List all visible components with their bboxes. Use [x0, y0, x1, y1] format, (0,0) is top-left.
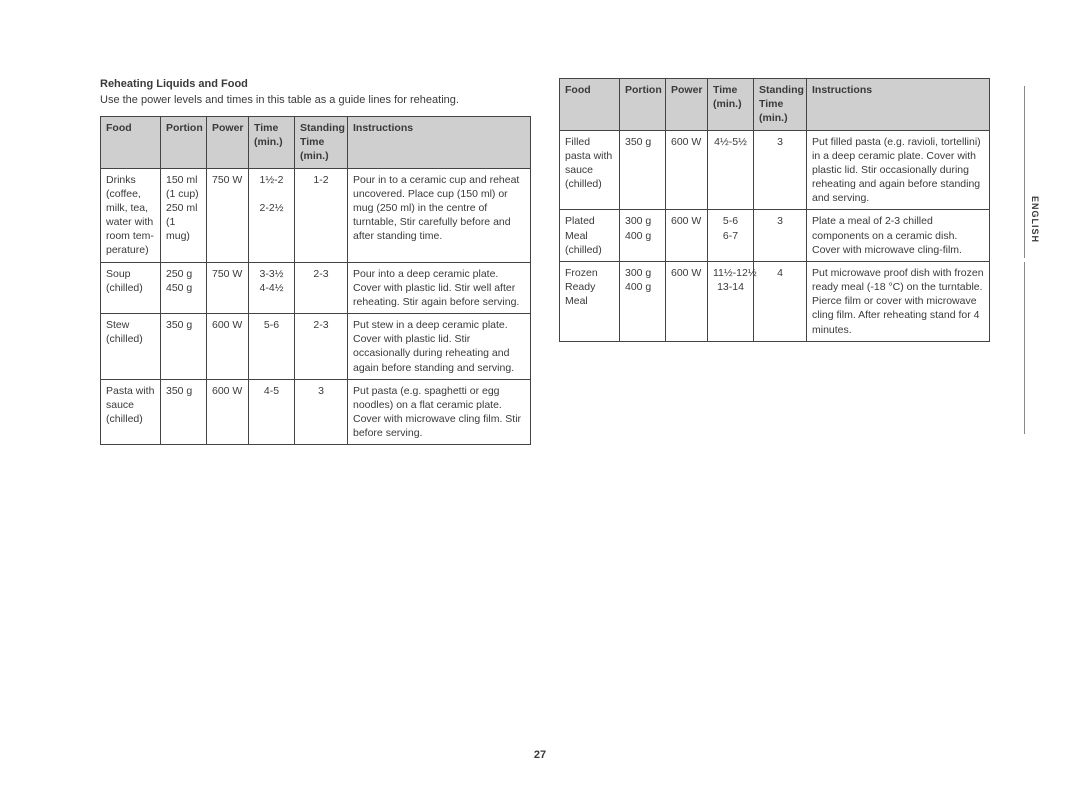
cell-power: 750 W: [207, 262, 249, 314]
cell-instr: Pour in to a ceramic cup and reheat unco…: [348, 168, 531, 262]
cell-portion: 300 g 400 g: [620, 261, 666, 341]
col-food: Food: [560, 79, 620, 131]
table-row: Stew (chilled) 350 g 600 W 5-6 2-3 Put s…: [101, 314, 531, 380]
cell-food: Pasta with sauce (chilled): [101, 379, 161, 445]
col-time: Time (min.): [249, 117, 295, 169]
table-row: Drinks (coffee, milk, tea, water with ro…: [101, 168, 531, 262]
page-number: 27: [0, 749, 1080, 761]
cell-instr: Put microwave proof dish with frozen rea…: [807, 261, 990, 341]
two-column-layout: Reheating Liquids and Food Use the power…: [100, 78, 990, 445]
col-standing: Standing Time (min.): [754, 79, 807, 131]
page-container: Reheating Liquids and Food Use the power…: [0, 0, 1080, 789]
cell-stand: 2-3: [295, 314, 348, 380]
cell-portion: 300 g 400 g: [620, 210, 666, 262]
col-food: Food: [101, 117, 161, 169]
cell-time: 5-6 6-7: [708, 210, 754, 262]
cell-time: 3-3½ 4-4½: [249, 262, 295, 314]
cell-time: 4½-5½: [708, 130, 754, 210]
table-row: Filled pasta with sauce (chilled) 350 g …: [560, 130, 990, 210]
cell-portion: 350 g: [161, 314, 207, 380]
cell-time: 5-6: [249, 314, 295, 380]
section-desc: Use the power levels and times in this t…: [100, 94, 531, 106]
cell-instr: Put filled pasta (e.g. ravioli, tortelli…: [807, 130, 990, 210]
cell-power: 600 W: [207, 379, 249, 445]
cell-stand: 3: [754, 130, 807, 210]
table-header: Food Portion Power Time (min.) Standing …: [101, 117, 531, 169]
table-body-left: Drinks (coffee, milk, tea, water with ro…: [101, 168, 531, 445]
table-header: Food Portion Power Time (min.) Standing …: [560, 79, 990, 131]
cell-portion: 350 g: [161, 379, 207, 445]
cell-stand: 3: [295, 379, 348, 445]
cell-food: Filled pasta with sauce (chilled): [560, 130, 620, 210]
col-instr: Instructions: [348, 117, 531, 169]
side-tab-divider: [1024, 262, 1025, 434]
cell-instr: Pour into a deep ceramic plate. Cover wi…: [348, 262, 531, 314]
reheat-table-left: Food Portion Power Time (min.) Standing …: [100, 116, 531, 445]
cell-portion: 150 ml (1 cup) 250 ml (1 mug): [161, 168, 207, 262]
cell-time: 4-5: [249, 379, 295, 445]
cell-portion: 350 g: [620, 130, 666, 210]
table-row: Plated Meal (chilled) 300 g 400 g 600 W …: [560, 210, 990, 262]
cell-stand: 3: [754, 210, 807, 262]
cell-stand: 2-3: [295, 262, 348, 314]
cell-instr: Put pasta (e.g. spaghetti or egg noodles…: [348, 379, 531, 445]
cell-time: 11½-12½ 13-14: [708, 261, 754, 341]
cell-power: 600 W: [207, 314, 249, 380]
section-title: Reheating Liquids and Food: [100, 78, 531, 90]
cell-power: 750 W: [207, 168, 249, 262]
col-portion: Portion: [161, 117, 207, 169]
cell-instr: Plate a meal of 2-3 chilled components o…: [807, 210, 990, 262]
table-row: Pasta with sauce (chilled) 350 g 600 W 4…: [101, 379, 531, 445]
cell-food: Plated Meal (chilled): [560, 210, 620, 262]
cell-stand: 4: [754, 261, 807, 341]
cell-food: Frozen Ready Meal: [560, 261, 620, 341]
left-column: Reheating Liquids and Food Use the power…: [100, 78, 531, 445]
cell-time: 1½-2 2-2½: [249, 168, 295, 262]
col-time: Time (min.): [708, 79, 754, 131]
cell-power: 600 W: [666, 210, 708, 262]
col-standing: Standing Time (min.): [295, 117, 348, 169]
table-row: Frozen Ready Meal 300 g 400 g 600 W 11½-…: [560, 261, 990, 341]
col-power: Power: [207, 117, 249, 169]
cell-food: Stew (chilled): [101, 314, 161, 380]
reheat-table-right: Food Portion Power Time (min.) Standing …: [559, 78, 990, 342]
side-tab-divider: [1024, 86, 1025, 258]
cell-power: 600 W: [666, 261, 708, 341]
col-instr: Instructions: [807, 79, 990, 131]
cell-stand: 1-2: [295, 168, 348, 262]
cell-food: Drinks (coffee, milk, tea, water with ro…: [101, 168, 161, 262]
cell-portion: 250 g 450 g: [161, 262, 207, 314]
col-portion: Portion: [620, 79, 666, 131]
table-row: Soup (chilled) 250 g 450 g 750 W 3-3½ 4-…: [101, 262, 531, 314]
table-body-right: Filled pasta with sauce (chilled) 350 g …: [560, 130, 990, 341]
cell-instr: Put stew in a deep ceramic plate. Cover …: [348, 314, 531, 380]
cell-food: Soup (chilled): [101, 262, 161, 314]
cell-power: 600 W: [666, 130, 708, 210]
right-column: Food Portion Power Time (min.) Standing …: [559, 78, 990, 445]
col-power: Power: [666, 79, 708, 131]
language-tab: ENGLISH: [1030, 196, 1040, 243]
